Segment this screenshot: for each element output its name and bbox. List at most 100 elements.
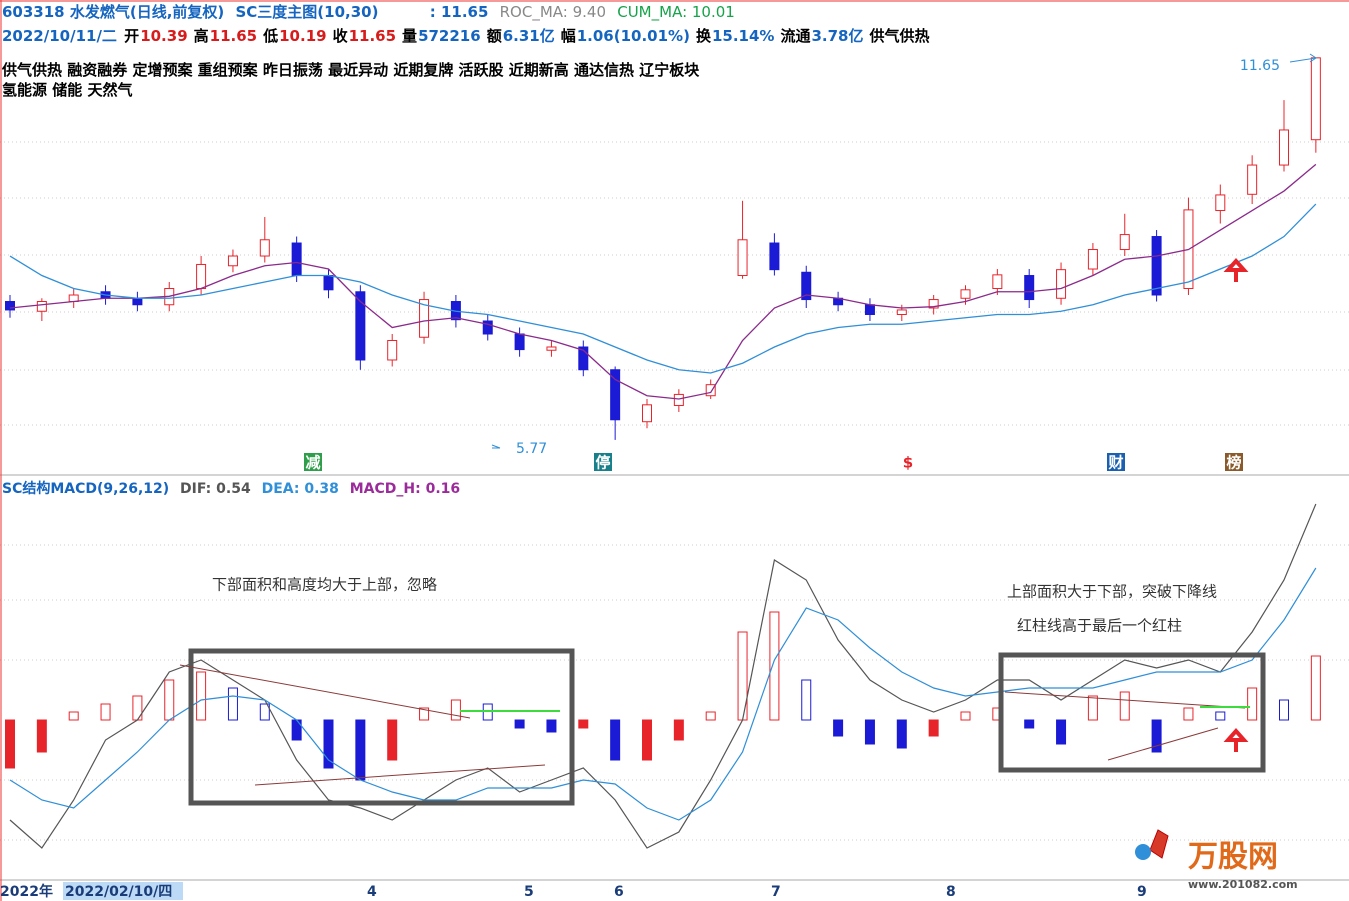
x-tick-label: 8 (946, 884, 956, 900)
header-line-1: 603318 水发燃气(日线,前复权) SC三度主图(10,30) : 11.6… (2, 1, 741, 22)
macd-bar (928, 719, 939, 737)
annotation: 红柱线高于最后一个红柱 (1017, 617, 1182, 635)
tags: 供气供热 融资融券 定增预案 重组预案 昨日振荡 最近异动 近期复牌 活跃股 近… (2, 60, 699, 100)
quote-label: 额 (486, 27, 502, 45)
event-label: 停 (595, 454, 610, 472)
macd-bar (1024, 719, 1035, 729)
macd-bar (355, 719, 366, 781)
candle-body (1024, 275, 1035, 301)
watermark-url: www.201082.com (1188, 878, 1298, 891)
candle-body (928, 299, 939, 309)
indicator-value: : 11.65 (429, 3, 489, 21)
header-line-2: 2022/10/11/二 开10.39 高11.65 低10.19 收11.65 量57… (2, 25, 935, 46)
low-label: 5.77 (516, 441, 547, 457)
x-tick-label: 6 (614, 884, 624, 900)
quote-value: 3.78亿 (811, 27, 864, 45)
candle-body (68, 294, 79, 303)
candle-body (355, 291, 366, 361)
x-tick-label: 5 (524, 884, 534, 900)
macd-line (9, 503, 1317, 849)
candle-body (992, 274, 1003, 290)
event-badge (304, 453, 322, 471)
macd-bar (960, 711, 971, 721)
candle-body (673, 393, 684, 406)
x-tick-label: 9 (1137, 884, 1147, 900)
stock-title: 603318 水发燃气(日线,前复权) (2, 3, 225, 21)
macd-bar (896, 719, 907, 749)
event-badge (1225, 453, 1243, 471)
macd-bar (769, 611, 780, 721)
macd-bar (100, 703, 111, 721)
candle-body (546, 346, 557, 351)
tag-line: 供气供热 融资融券 定增预案 重组预案 昨日振荡 最近异动 近期复牌 活跃股 近… (2, 61, 700, 79)
quote-value: 15.14% (711, 27, 775, 45)
legend-hist: MACD_H: 0.16 (349, 481, 461, 497)
macd-bar (705, 711, 716, 721)
x-tick-label: 4 (367, 884, 377, 900)
candle-body (737, 239, 748, 277)
candle-body (387, 339, 398, 361)
quote-label: 幅 (560, 27, 576, 45)
candle-body (801, 271, 812, 301)
date-highlight (63, 882, 183, 900)
sector: 供气供热 (869, 27, 930, 45)
grid-decor (0, 141, 1349, 841)
candle-body (323, 275, 334, 291)
macd-bar (227, 687, 238, 721)
macd-bar (578, 719, 589, 729)
candle-body (1279, 129, 1289, 166)
macd-bar (1087, 695, 1098, 721)
macd-bar (419, 707, 430, 721)
candle-body (1056, 269, 1067, 299)
macd-bar (323, 719, 334, 769)
macd-bar (132, 695, 143, 721)
event-badge (594, 453, 612, 471)
quote-value: 10.19 (279, 27, 327, 45)
x-tick-label: 2022年 (0, 883, 53, 900)
macd-bar (546, 719, 557, 733)
candle-body (705, 384, 716, 397)
macd-bar (864, 719, 875, 745)
candle-body (1087, 249, 1098, 270)
quote-label: 高 (193, 27, 209, 45)
macd-bar (610, 719, 621, 761)
candle-body (960, 289, 971, 299)
quote-label: 流通 (780, 27, 811, 45)
macd-bar (1056, 719, 1067, 745)
ma-line (9, 203, 1317, 374)
macd-bar (1119, 691, 1130, 721)
quote-value: 6.31亿 (502, 27, 555, 45)
candle-body (1247, 164, 1258, 195)
candle-body (36, 301, 47, 312)
macd-bar (450, 699, 461, 721)
macd-bar (1215, 711, 1226, 721)
quote-label: 低 (263, 27, 279, 45)
macd-bar (514, 719, 525, 729)
candle-body (864, 304, 875, 316)
quote-value: 11.65 (348, 27, 397, 45)
candle-body (578, 346, 589, 371)
indicator[interactable]: SC三度主图(10,30) (235, 3, 379, 21)
candle-body (610, 369, 621, 421)
macd-bar (801, 679, 812, 721)
quote-value: 11.65 (209, 27, 258, 45)
macd-bar (196, 671, 207, 721)
macd-bar (5, 719, 15, 769)
candle-body (769, 242, 780, 271)
macd-line (9, 567, 1317, 821)
candle-body (896, 309, 907, 316)
candle-body (132, 297, 143, 306)
macd-title[interactable]: SC结构MACD(9,26,12) (2, 481, 170, 497)
candle-body (1215, 194, 1226, 212)
annotation: 下部面积和高度均大于上部，忽略 (212, 576, 437, 594)
x-tick-label: 2022/02/10/四 (65, 884, 172, 900)
indicator-value: ROC_MA: 9.40 (499, 3, 606, 21)
macd-bar (1310, 655, 1321, 721)
candle-body (514, 333, 525, 351)
event-label: $ (903, 454, 913, 472)
candle-body (482, 320, 493, 335)
candle-body (1310, 57, 1321, 141)
legend-dea: DEA: 0.38 (261, 481, 339, 497)
candle-body (291, 242, 302, 277)
